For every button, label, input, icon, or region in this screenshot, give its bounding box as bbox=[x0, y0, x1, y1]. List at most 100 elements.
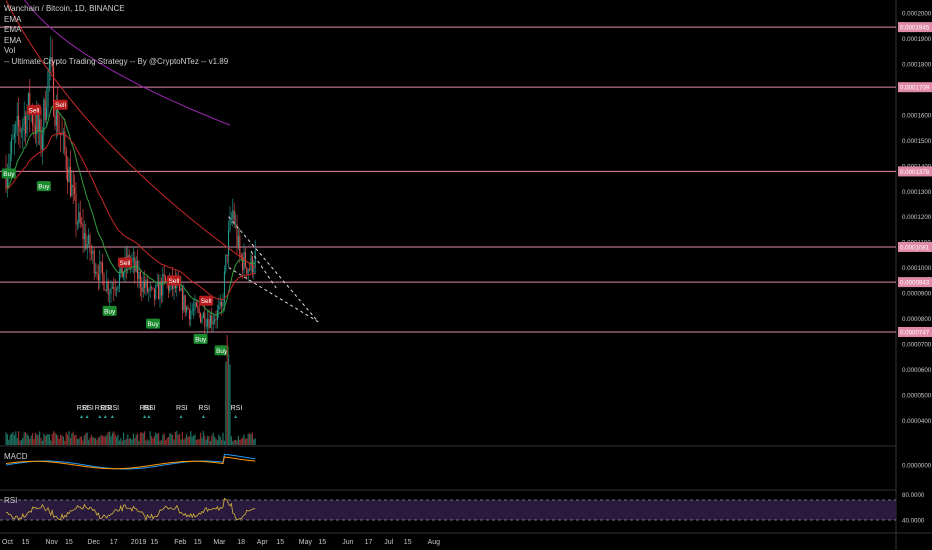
candle-body bbox=[200, 313, 202, 323]
candle-body bbox=[100, 261, 102, 264]
candle-body bbox=[103, 274, 105, 291]
volume-bar bbox=[195, 439, 197, 445]
volume-bar bbox=[8, 439, 10, 445]
volume-bar bbox=[205, 439, 207, 445]
volume-bar bbox=[27, 435, 29, 445]
rsi-signal-marker bbox=[147, 415, 151, 418]
candle-body bbox=[110, 288, 112, 294]
sell-signal-tag bbox=[118, 257, 132, 268]
time-tick-label: 15 bbox=[150, 539, 158, 546]
candle-body bbox=[180, 288, 182, 291]
candle-body bbox=[82, 223, 84, 240]
candle-body bbox=[95, 271, 97, 274]
volume-bar bbox=[152, 438, 154, 445]
candle-body bbox=[184, 295, 186, 313]
volume-bar bbox=[50, 440, 52, 445]
volume-bar bbox=[198, 439, 200, 445]
volume-bar bbox=[207, 436, 209, 445]
candle-body bbox=[141, 287, 143, 292]
price-tick-label: 0.0001800 bbox=[902, 62, 932, 69]
volume-bar bbox=[226, 335, 228, 445]
candle-body bbox=[37, 113, 39, 132]
candle-body bbox=[208, 319, 210, 328]
volume-bar bbox=[9, 434, 11, 445]
candle-body bbox=[61, 134, 63, 136]
candle-body bbox=[114, 289, 116, 291]
triangle-lower-line bbox=[228, 267, 319, 323]
rsi-signal-label: RSI bbox=[82, 405, 94, 412]
rsi-signal-marker bbox=[110, 415, 114, 418]
volume-bar bbox=[6, 434, 8, 445]
volume-bar bbox=[67, 434, 69, 445]
candle-body bbox=[123, 272, 125, 278]
candle-body bbox=[237, 236, 239, 247]
volume-bar bbox=[229, 364, 231, 445]
candle-body bbox=[153, 288, 155, 299]
volume-bar bbox=[166, 438, 168, 445]
ema-mid-curve bbox=[5, 0, 256, 269]
candle-body bbox=[167, 281, 169, 291]
indicator-strategy: -- Ultimate Crypto Trading Strategy -- B… bbox=[4, 56, 229, 66]
volume-bar bbox=[92, 436, 94, 445]
volume-bar bbox=[239, 439, 241, 445]
volume-bar bbox=[137, 433, 139, 445]
rsi-pane-label: RSI bbox=[4, 496, 18, 505]
volume-bar bbox=[142, 433, 144, 445]
candle-body bbox=[212, 321, 214, 325]
candle-body bbox=[6, 176, 8, 189]
volume-bar bbox=[97, 437, 99, 445]
volume-bar bbox=[102, 435, 104, 445]
candle-body bbox=[117, 286, 119, 290]
volume-bar bbox=[190, 431, 192, 445]
volume-bar bbox=[74, 435, 76, 445]
rsi-signal-marker bbox=[234, 415, 238, 418]
candle-body bbox=[58, 131, 60, 133]
candle-body bbox=[50, 56, 52, 60]
volume-bar bbox=[83, 435, 85, 445]
candle-body bbox=[34, 126, 36, 135]
rsi-signal-marker bbox=[98, 415, 102, 418]
candle-body bbox=[116, 289, 118, 290]
volume-bar bbox=[144, 431, 146, 445]
volume-bar bbox=[225, 361, 227, 445]
volume-bar bbox=[186, 434, 188, 445]
candle-body bbox=[209, 315, 211, 328]
candle-body bbox=[250, 256, 252, 271]
time-tick-label: Nov bbox=[45, 539, 58, 546]
buy-signal-label: Buy bbox=[38, 184, 50, 191]
chart-legend: Wanchain / Bitcoin, 1D, BINANCE EMA EMA … bbox=[4, 4, 228, 67]
volume-bar bbox=[165, 440, 167, 445]
candle-body bbox=[99, 261, 101, 281]
volume-bar bbox=[44, 435, 46, 445]
candle-body bbox=[43, 99, 45, 135]
volume-bar bbox=[148, 440, 150, 445]
volume-bar bbox=[141, 431, 143, 445]
volume-bar bbox=[180, 439, 182, 445]
candle-body bbox=[32, 110, 34, 125]
candle-body bbox=[27, 93, 29, 113]
rsi-signal-marker bbox=[143, 415, 147, 418]
candle-body bbox=[29, 93, 31, 114]
volume-bar bbox=[125, 438, 127, 445]
price-tick-label: 0.0000900 bbox=[902, 291, 932, 298]
level-tag-label: 0.0001709 bbox=[900, 85, 930, 92]
volume-bar bbox=[81, 436, 83, 445]
candle-body bbox=[205, 326, 207, 327]
volume-bar bbox=[250, 434, 252, 445]
volume-bar bbox=[218, 434, 220, 445]
volume-bar bbox=[155, 432, 157, 445]
volume-group bbox=[5, 335, 256, 445]
candle-body bbox=[225, 254, 227, 272]
candle-body bbox=[74, 187, 76, 194]
volume-bar bbox=[37, 435, 39, 445]
volume-bar bbox=[69, 437, 71, 445]
volume-bar bbox=[110, 436, 112, 445]
volume-bar bbox=[211, 435, 213, 445]
volume-bar bbox=[123, 432, 125, 445]
volume-bar bbox=[109, 431, 111, 445]
candle-body bbox=[16, 115, 18, 124]
rsi-signal-marker bbox=[80, 415, 84, 418]
level-tag bbox=[898, 166, 932, 177]
volume-bar bbox=[114, 434, 116, 445]
volume-bar bbox=[146, 439, 148, 445]
